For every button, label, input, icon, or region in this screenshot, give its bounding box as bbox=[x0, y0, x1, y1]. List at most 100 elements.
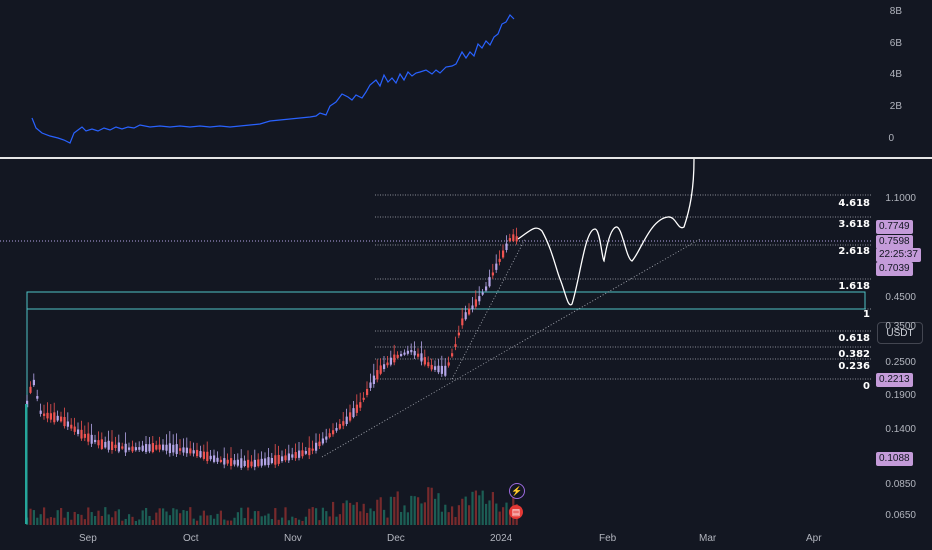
candle-body bbox=[325, 436, 328, 440]
volume-bar bbox=[338, 514, 341, 525]
volume-bar bbox=[213, 518, 216, 525]
volume-bar bbox=[83, 519, 86, 525]
volume-bar bbox=[434, 498, 437, 525]
volume-bar bbox=[36, 517, 39, 525]
recent-low-badge: 0.7039 bbox=[876, 262, 913, 276]
volume-bar bbox=[400, 511, 403, 525]
indicator-line bbox=[31, 14, 515, 144]
volume-bar bbox=[369, 508, 372, 525]
time-axis[interactable] bbox=[0, 529, 932, 550]
volume-bar bbox=[192, 518, 195, 525]
candle-body bbox=[502, 250, 505, 258]
candle-body bbox=[179, 448, 182, 451]
volume-bar bbox=[308, 508, 311, 525]
volume-bar bbox=[131, 516, 134, 525]
candle-body bbox=[168, 443, 171, 454]
volume-bar bbox=[485, 503, 488, 525]
lightning-icon[interactable]: ⚡ bbox=[509, 483, 525, 499]
candle-body bbox=[315, 442, 318, 451]
candle-body bbox=[148, 444, 151, 452]
price-chart bbox=[0, 158, 872, 525]
candle-body bbox=[145, 444, 148, 452]
volume-bar bbox=[226, 520, 229, 525]
volume-bar bbox=[403, 505, 406, 525]
volume-bar bbox=[423, 502, 426, 525]
volume-bar bbox=[77, 514, 80, 525]
volume-bar bbox=[376, 499, 379, 525]
candle-body bbox=[383, 364, 386, 369]
time-label: 2024 bbox=[490, 533, 513, 544]
volume-bar bbox=[451, 506, 454, 525]
candle-body bbox=[270, 457, 273, 464]
volume-bar bbox=[158, 508, 161, 525]
candle-body bbox=[219, 459, 222, 463]
volume-bar bbox=[179, 513, 182, 525]
volume-bar bbox=[240, 507, 243, 525]
volume-bar bbox=[427, 487, 430, 525]
candle-body bbox=[39, 410, 42, 414]
candle-body bbox=[417, 353, 420, 357]
currency-selector-button[interactable]: USDT bbox=[877, 322, 923, 344]
candle-body bbox=[400, 353, 403, 357]
candle-body bbox=[308, 447, 311, 456]
time-label: Oct bbox=[183, 533, 199, 544]
candle-body bbox=[430, 364, 433, 370]
candle-body bbox=[233, 460, 236, 465]
candle-body bbox=[352, 408, 355, 418]
candle-body bbox=[253, 459, 256, 467]
volume-bar bbox=[413, 496, 416, 525]
volume-bar bbox=[389, 496, 392, 525]
candle-body bbox=[423, 357, 426, 365]
candle-body bbox=[406, 350, 409, 354]
main-price-pane[interactable]: USDT 1.1000 0.4500 0.3500 0.2500 0.1900 … bbox=[0, 158, 932, 529]
volume-bar bbox=[332, 501, 335, 525]
volume-bar bbox=[417, 497, 420, 525]
volume-bar bbox=[359, 511, 362, 525]
candle-body bbox=[437, 365, 440, 373]
volume-bar bbox=[39, 514, 42, 525]
volume-bar bbox=[410, 495, 413, 525]
candle-body bbox=[488, 276, 491, 287]
top-indicator-pane[interactable]: 8B 6B 4B 2B 0 bbox=[0, 0, 932, 157]
volume-bar bbox=[87, 507, 90, 525]
candle-body bbox=[43, 413, 46, 416]
volume-bar bbox=[386, 517, 389, 525]
volume-bar bbox=[437, 493, 440, 525]
volume-bar bbox=[430, 487, 433, 525]
candle-body bbox=[206, 451, 209, 462]
volume-bar bbox=[73, 511, 76, 525]
candle-body bbox=[121, 446, 124, 449]
candle-body bbox=[199, 451, 202, 458]
volume-bar bbox=[328, 516, 331, 525]
candle-body bbox=[226, 459, 229, 464]
volume-bar bbox=[247, 507, 250, 525]
candle-body bbox=[236, 459, 239, 466]
candle-body bbox=[478, 296, 481, 302]
volume-bar bbox=[189, 507, 192, 525]
volume-bar bbox=[138, 519, 141, 525]
candle-body bbox=[359, 402, 362, 408]
volume-bar bbox=[349, 502, 352, 525]
trend-line-lower bbox=[321, 238, 701, 458]
volume-bar bbox=[372, 511, 375, 525]
volume-bar bbox=[124, 518, 127, 525]
volume-bar bbox=[209, 515, 212, 525]
candlestick-series bbox=[26, 227, 518, 471]
candle-body bbox=[247, 459, 250, 468]
volume-bar bbox=[29, 508, 32, 525]
fib-label: 3.618 bbox=[838, 219, 870, 230]
candle-body bbox=[63, 417, 66, 427]
candle-body bbox=[141, 445, 144, 451]
candle-body bbox=[454, 344, 457, 348]
volume-bar bbox=[151, 520, 154, 525]
volume-bar bbox=[505, 502, 508, 525]
high-price-badge: 0.7749 bbox=[876, 220, 913, 234]
volume-bar bbox=[383, 509, 386, 525]
candle-body bbox=[321, 438, 324, 444]
us-flag-icon[interactable]: ▤ bbox=[509, 505, 523, 519]
pane-divider[interactable] bbox=[0, 157, 932, 159]
volume-bar bbox=[46, 518, 49, 525]
countdown-badge: 22:25:37 bbox=[876, 248, 921, 262]
candle-body bbox=[451, 353, 454, 357]
indicator-line-chart bbox=[31, 14, 515, 144]
